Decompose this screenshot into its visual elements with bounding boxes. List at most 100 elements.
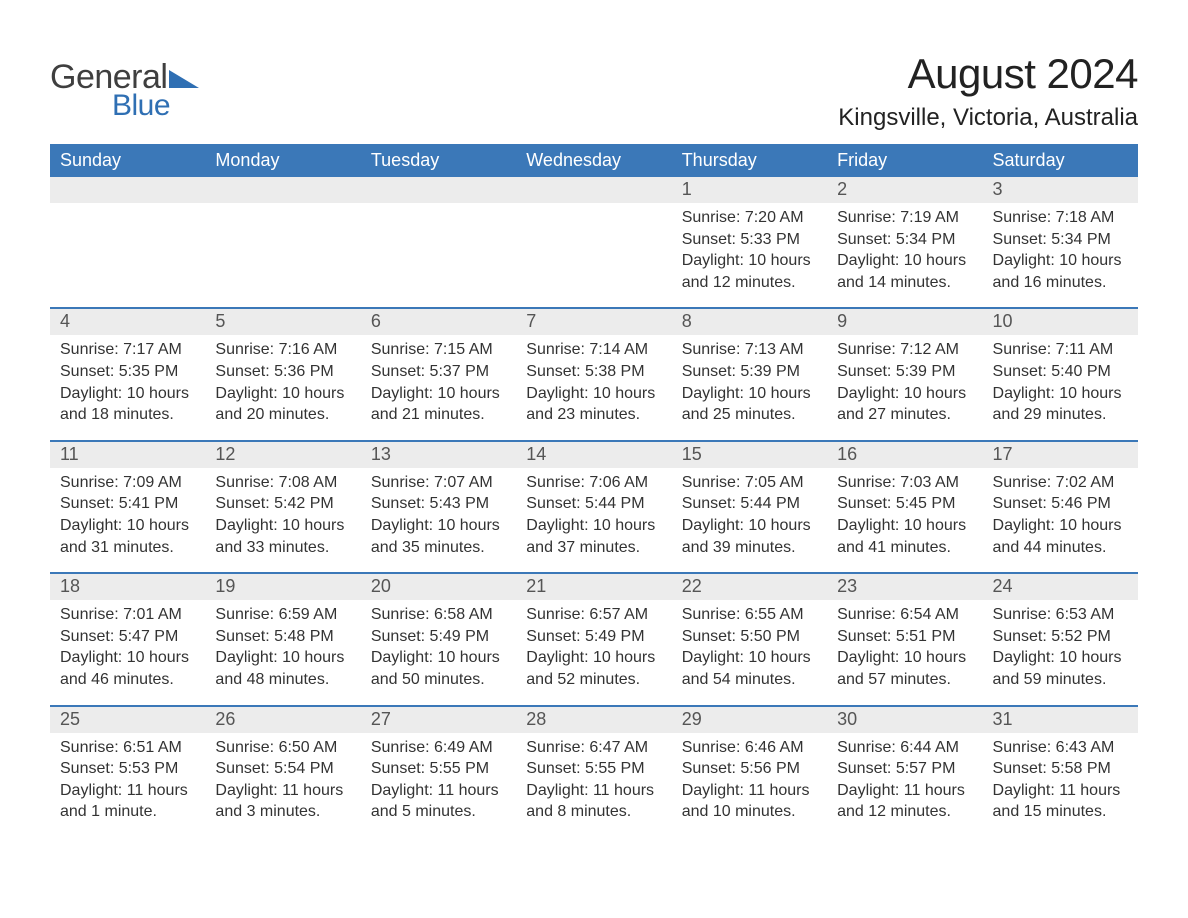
- day-info-line: Daylight: 10 hours and 23 minutes.: [526, 383, 661, 426]
- day-info-line: Daylight: 10 hours and 20 minutes.: [215, 383, 350, 426]
- day-info-line: Sunset: 5:56 PM: [682, 758, 817, 780]
- day-info-line: Daylight: 10 hours and 44 minutes.: [993, 515, 1128, 558]
- day-info-line: Daylight: 11 hours and 1 minute.: [60, 780, 195, 823]
- day-body: [205, 203, 360, 207]
- weekday-header-cell: Wednesday: [516, 144, 671, 177]
- day-number: 11: [50, 442, 205, 468]
- day-body: Sunrise: 7:03 AMSunset: 5:45 PMDaylight:…: [827, 468, 982, 558]
- day-info-line: Daylight: 10 hours and 29 minutes.: [993, 383, 1128, 426]
- day-body: Sunrise: 6:51 AMSunset: 5:53 PMDaylight:…: [50, 733, 205, 823]
- day-number: 10: [983, 309, 1138, 335]
- day-info-line: Sunset: 5:35 PM: [60, 361, 195, 383]
- day-info-line: Daylight: 10 hours and 48 minutes.: [215, 647, 350, 690]
- day-info-line: Sunset: 5:34 PM: [837, 229, 972, 251]
- day-cell: 9Sunrise: 7:12 AMSunset: 5:39 PMDaylight…: [827, 309, 982, 439]
- day-info-line: Sunset: 5:41 PM: [60, 493, 195, 515]
- day-cell: 11Sunrise: 7:09 AMSunset: 5:41 PMDayligh…: [50, 442, 205, 572]
- day-info-line: Sunrise: 6:49 AM: [371, 737, 506, 759]
- weekday-header-cell: Thursday: [672, 144, 827, 177]
- logo: General Blue: [50, 58, 199, 123]
- day-cell: [361, 177, 516, 307]
- day-info-line: Sunrise: 7:15 AM: [371, 339, 506, 361]
- day-body: [50, 203, 205, 207]
- day-body: Sunrise: 7:02 AMSunset: 5:46 PMDaylight:…: [983, 468, 1138, 558]
- day-body: Sunrise: 6:53 AMSunset: 5:52 PMDaylight:…: [983, 600, 1138, 690]
- day-info-line: Sunrise: 7:20 AM: [682, 207, 817, 229]
- day-number: 5: [205, 309, 360, 335]
- day-info-line: Daylight: 10 hours and 31 minutes.: [60, 515, 195, 558]
- day-cell: 1Sunrise: 7:20 AMSunset: 5:33 PMDaylight…: [672, 177, 827, 307]
- day-info-line: Sunset: 5:39 PM: [682, 361, 817, 383]
- day-info-line: Sunset: 5:49 PM: [526, 626, 661, 648]
- day-body: Sunrise: 7:08 AMSunset: 5:42 PMDaylight:…: [205, 468, 360, 558]
- day-cell: 13Sunrise: 7:07 AMSunset: 5:43 PMDayligh…: [361, 442, 516, 572]
- day-info-line: Daylight: 10 hours and 14 minutes.: [837, 250, 972, 293]
- day-info-line: Daylight: 11 hours and 12 minutes.: [837, 780, 972, 823]
- day-cell: 20Sunrise: 6:58 AMSunset: 5:49 PMDayligh…: [361, 574, 516, 704]
- day-number: 2: [827, 177, 982, 203]
- day-info-line: Daylight: 11 hours and 3 minutes.: [215, 780, 350, 823]
- day-body: Sunrise: 7:19 AMSunset: 5:34 PMDaylight:…: [827, 203, 982, 293]
- day-number: 29: [672, 707, 827, 733]
- day-info-line: Sunset: 5:43 PM: [371, 493, 506, 515]
- day-info-line: Sunset: 5:40 PM: [993, 361, 1128, 383]
- day-cell: 23Sunrise: 6:54 AMSunset: 5:51 PMDayligh…: [827, 574, 982, 704]
- calendar-grid: SundayMondayTuesdayWednesdayThursdayFrid…: [50, 144, 1138, 837]
- day-info-line: Sunset: 5:58 PM: [993, 758, 1128, 780]
- day-info-line: Daylight: 11 hours and 5 minutes.: [371, 780, 506, 823]
- day-cell: 22Sunrise: 6:55 AMSunset: 5:50 PMDayligh…: [672, 574, 827, 704]
- day-info-line: Daylight: 10 hours and 37 minutes.: [526, 515, 661, 558]
- day-info-line: Sunset: 5:34 PM: [993, 229, 1128, 251]
- logo-word-blue: Blue: [112, 89, 199, 123]
- week-row: 1Sunrise: 7:20 AMSunset: 5:33 PMDaylight…: [50, 177, 1138, 307]
- day-info-line: Daylight: 10 hours and 27 minutes.: [837, 383, 972, 426]
- day-info-line: Sunrise: 6:43 AM: [993, 737, 1128, 759]
- day-cell: 17Sunrise: 7:02 AMSunset: 5:46 PMDayligh…: [983, 442, 1138, 572]
- day-info-line: Sunrise: 7:19 AM: [837, 207, 972, 229]
- day-body: Sunrise: 6:59 AMSunset: 5:48 PMDaylight:…: [205, 600, 360, 690]
- day-info-line: Sunset: 5:55 PM: [371, 758, 506, 780]
- day-number: 16: [827, 442, 982, 468]
- day-body: Sunrise: 6:58 AMSunset: 5:49 PMDaylight:…: [361, 600, 516, 690]
- day-body: Sunrise: 7:20 AMSunset: 5:33 PMDaylight:…: [672, 203, 827, 293]
- day-info-line: Sunrise: 7:08 AM: [215, 472, 350, 494]
- day-info-line: Sunset: 5:42 PM: [215, 493, 350, 515]
- day-number: 1: [672, 177, 827, 203]
- day-body: Sunrise: 6:57 AMSunset: 5:49 PMDaylight:…: [516, 600, 671, 690]
- day-body: Sunrise: 7:01 AMSunset: 5:47 PMDaylight:…: [50, 600, 205, 690]
- day-info-line: Sunset: 5:38 PM: [526, 361, 661, 383]
- day-body: Sunrise: 6:46 AMSunset: 5:56 PMDaylight:…: [672, 733, 827, 823]
- day-number: 15: [672, 442, 827, 468]
- day-info-line: Sunset: 5:37 PM: [371, 361, 506, 383]
- week-row: 18Sunrise: 7:01 AMSunset: 5:47 PMDayligh…: [50, 572, 1138, 704]
- day-info-line: Sunrise: 7:06 AM: [526, 472, 661, 494]
- day-cell: 6Sunrise: 7:15 AMSunset: 5:37 PMDaylight…: [361, 309, 516, 439]
- day-number: 27: [361, 707, 516, 733]
- week-row: 25Sunrise: 6:51 AMSunset: 5:53 PMDayligh…: [50, 705, 1138, 837]
- day-body: Sunrise: 7:14 AMSunset: 5:38 PMDaylight:…: [516, 335, 671, 425]
- day-info-line: Sunrise: 6:57 AM: [526, 604, 661, 626]
- day-info-line: Daylight: 10 hours and 52 minutes.: [526, 647, 661, 690]
- day-cell: 25Sunrise: 6:51 AMSunset: 5:53 PMDayligh…: [50, 707, 205, 837]
- day-cell: 14Sunrise: 7:06 AMSunset: 5:44 PMDayligh…: [516, 442, 671, 572]
- day-cell: 18Sunrise: 7:01 AMSunset: 5:47 PMDayligh…: [50, 574, 205, 704]
- weekday-header-cell: Monday: [205, 144, 360, 177]
- day-body: [516, 203, 671, 207]
- day-info-line: Daylight: 11 hours and 8 minutes.: [526, 780, 661, 823]
- day-info-line: Sunrise: 6:54 AM: [837, 604, 972, 626]
- day-cell: [50, 177, 205, 307]
- day-number: 12: [205, 442, 360, 468]
- day-number: 23: [827, 574, 982, 600]
- day-cell: 12Sunrise: 7:08 AMSunset: 5:42 PMDayligh…: [205, 442, 360, 572]
- day-info-line: Sunset: 5:47 PM: [60, 626, 195, 648]
- day-number: 14: [516, 442, 671, 468]
- day-number: 17: [983, 442, 1138, 468]
- day-info-line: Sunset: 5:50 PM: [682, 626, 817, 648]
- day-info-line: Sunrise: 7:14 AM: [526, 339, 661, 361]
- day-body: [361, 203, 516, 207]
- day-body: Sunrise: 7:17 AMSunset: 5:35 PMDaylight:…: [50, 335, 205, 425]
- day-info-line: Daylight: 10 hours and 39 minutes.: [682, 515, 817, 558]
- day-body: Sunrise: 7:06 AMSunset: 5:44 PMDaylight:…: [516, 468, 671, 558]
- day-cell: 24Sunrise: 6:53 AMSunset: 5:52 PMDayligh…: [983, 574, 1138, 704]
- day-cell: 27 Sunrise: 6:49 AMSunset: 5:55 PMDayligh…: [361, 707, 516, 837]
